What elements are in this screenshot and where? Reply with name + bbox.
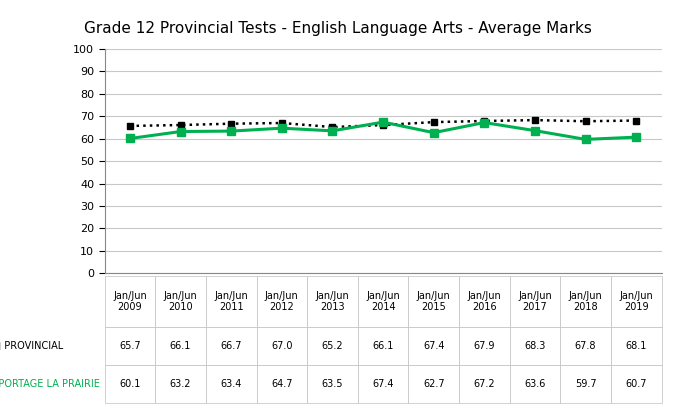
PROVINCIAL bbox=[379, 122, 387, 127]
PROVINCIAL bbox=[278, 120, 286, 125]
PROVINCIAL bbox=[632, 118, 640, 123]
PROVINCIAL bbox=[429, 120, 437, 124]
PORTAGE LA PRAIRIE bbox=[278, 126, 286, 131]
PROVINCIAL bbox=[176, 122, 184, 127]
PROVINCIAL bbox=[227, 121, 235, 126]
PORTAGE LA PRAIRIE bbox=[531, 128, 539, 133]
PORTAGE LA PRAIRIE bbox=[581, 137, 590, 142]
PORTAGE LA PRAIRIE bbox=[126, 136, 134, 141]
Line: PROVINCIAL: PROVINCIAL bbox=[126, 117, 640, 131]
PORTAGE LA PRAIRIE bbox=[176, 129, 184, 134]
PROVINCIAL bbox=[480, 119, 488, 124]
PORTAGE LA PRAIRIE bbox=[480, 120, 488, 125]
PORTAGE LA PRAIRIE bbox=[227, 129, 235, 133]
Text: Grade 12 Provincial Tests - English Language Arts - Average Marks: Grade 12 Provincial Tests - English Lang… bbox=[84, 21, 591, 36]
PROVINCIAL bbox=[126, 124, 134, 129]
PORTAGE LA PRAIRIE bbox=[429, 130, 437, 135]
PROVINCIAL bbox=[581, 119, 590, 124]
PORTAGE LA PRAIRIE bbox=[328, 129, 336, 133]
PORTAGE LA PRAIRIE bbox=[379, 120, 387, 124]
PROVINCIAL bbox=[328, 124, 336, 129]
PORTAGE LA PRAIRIE bbox=[632, 135, 640, 140]
Line: PORTAGE LA PRAIRIE: PORTAGE LA PRAIRIE bbox=[126, 118, 641, 144]
PROVINCIAL bbox=[531, 118, 539, 122]
